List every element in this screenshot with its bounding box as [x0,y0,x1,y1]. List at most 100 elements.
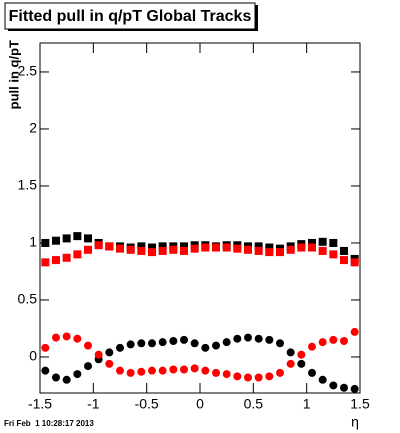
circle-point [190,364,199,373]
square-point [254,242,263,251]
x-axis-label: η [351,414,359,430]
circle-point [116,343,124,352]
x-tick-label: -1.5 [28,396,52,412]
square-point [94,241,103,250]
square-point [201,243,210,252]
y-tick-label: 1 [29,234,37,250]
circle-point [329,335,338,344]
circle-point [201,366,210,375]
circle-point [52,333,60,342]
square-point [137,242,146,251]
circle-point [286,359,295,368]
circle-point [137,339,146,348]
circle-point [276,339,284,348]
circle-point [180,335,188,344]
circle-point [329,381,338,390]
circle-point [169,337,178,346]
circle-point [169,365,178,374]
circle-point [158,338,167,347]
circle-point [180,365,188,374]
square-point [158,246,167,255]
square-point [340,256,348,265]
x-tick-label: 0 [196,396,204,412]
circle-point [340,383,348,392]
square-point [329,238,338,247]
square-point [286,245,295,254]
circle-point [116,366,124,375]
square-point [73,232,82,241]
square-point [52,236,60,245]
plot-frame [39,42,361,394]
square-point [116,244,124,253]
square-point [308,238,316,247]
x-tick-label: 1 [303,396,311,412]
y-tick-label: 0 [29,348,37,364]
circle-point [340,337,348,346]
circle-point [265,335,274,344]
circle-point [350,384,359,393]
title-box [4,2,256,30]
circle-point [137,367,146,376]
square-point [158,242,167,251]
y-tick-label: 0.5 [18,291,38,307]
circle-point [222,370,231,379]
circle-point [201,343,210,352]
circle-point [105,348,114,357]
circle-point [297,350,306,359]
square-point [84,245,92,254]
circle-point [41,343,50,352]
circle-point [212,368,220,377]
x-tick-label: -0.5 [135,396,159,412]
circle-point [148,366,156,375]
circle-point [265,372,274,381]
square-point [244,245,252,254]
square-point [41,238,50,247]
circle-point [233,334,242,343]
square-point [297,243,306,252]
y-tick-label: 2 [29,120,37,136]
square-point [190,244,199,253]
square-point [137,246,146,255]
square-point [318,237,327,246]
square-point [105,242,114,251]
circle-point [222,338,231,347]
circle-point [318,338,327,347]
circle-point [308,368,316,377]
x-tick-label: -1 [87,396,100,412]
circle-point [73,370,82,379]
square-point [169,245,178,254]
circle-point [73,334,82,343]
circle-point [190,339,199,348]
square-point [62,234,71,243]
square-point [180,242,188,251]
square-point [265,248,274,257]
square-point [148,248,156,257]
chart-title: Fitted pull in q/pT Global Tracks [9,8,252,25]
square-point [180,246,188,255]
circle-point [126,368,135,377]
square-point [41,258,50,267]
circle-point [62,332,71,341]
square-point [222,243,231,252]
circle-point [254,334,263,343]
circle-point [41,366,50,375]
square-point [329,250,338,259]
circle-point [212,341,220,350]
square-point [254,246,263,255]
circle-point [350,327,359,336]
y-tick-label: 2.5 [18,63,38,79]
square-point [350,258,359,267]
square-point [308,243,316,252]
circle-point [308,342,316,351]
square-point [233,244,242,253]
square-point [52,256,60,265]
circle-point [276,368,284,377]
circle-point [244,373,252,382]
circle-point [244,333,252,342]
square-point [340,246,348,255]
x-tick-label: 1.5 [350,396,370,412]
timestamp: Fri Feb 1 10:28:17 2013 [4,419,94,428]
circle-point [148,339,156,348]
circle-point [94,350,103,359]
